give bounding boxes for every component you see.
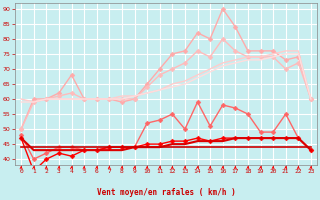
X-axis label: Vent moyen/en rafales ( km/h ): Vent moyen/en rafales ( km/h ) [97, 188, 236, 197]
